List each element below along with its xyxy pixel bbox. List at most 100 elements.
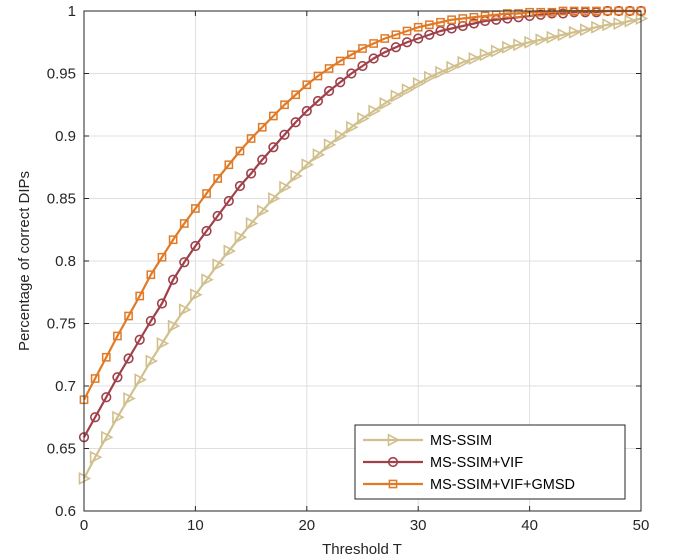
data-point (179, 219, 189, 228)
data-point (167, 319, 181, 333)
data-point (235, 146, 245, 156)
data-point (435, 65, 448, 79)
data-point (335, 56, 345, 66)
data-point (223, 195, 234, 207)
data-point (424, 29, 435, 40)
data-point (301, 105, 312, 117)
data-point (146, 270, 156, 280)
data-point (369, 39, 378, 48)
data-point (380, 34, 390, 43)
data-point (268, 142, 279, 153)
data-point (335, 77, 346, 88)
legend-swatch-marker (387, 433, 401, 447)
data-point (401, 83, 415, 97)
data-point (89, 450, 103, 464)
data-point (513, 38, 526, 52)
data-point (246, 168, 257, 179)
data-point (468, 51, 482, 66)
data-point (257, 122, 267, 132)
data-point (100, 430, 114, 444)
data-point (469, 12, 479, 22)
data-point (323, 138, 337, 152)
data-point (90, 412, 101, 423)
legend-entry: MS-SSIM+VIF (363, 455, 523, 471)
data-point (269, 111, 278, 121)
legend-swatch-marker (388, 479, 398, 489)
data-point (379, 47, 390, 58)
data-point (514, 9, 523, 18)
data-point (358, 44, 367, 53)
x-tick-label: 10 (187, 517, 204, 534)
data-point (291, 90, 301, 100)
data-point (458, 14, 468, 23)
data-point (112, 410, 125, 424)
data-point (446, 23, 457, 34)
data-point (302, 80, 312, 90)
y-tick-label: 0.95 (47, 66, 76, 83)
data-point (347, 50, 356, 60)
data-point (379, 96, 393, 111)
data-point (413, 33, 424, 44)
data-point (391, 30, 401, 40)
data-point (536, 7, 546, 17)
y-tick-label: 0.65 (47, 441, 76, 458)
legend: MS-SSIM MS-SSIM+VIF MS-SSIM+VIF+GMSD (354, 424, 626, 500)
data-point (313, 71, 323, 81)
data-point (256, 204, 270, 218)
data-point (135, 291, 145, 301)
tick-layer: 0 10 20 30 40 50 0.6 0.65 0.7 0.75 0.8 0.85 0.9 0.95 1 (47, 3, 650, 534)
data-point (156, 298, 168, 309)
data-point (457, 55, 470, 69)
data-point (223, 244, 237, 258)
data-point (547, 7, 557, 17)
legend-label: MS-SSIM+VIF+GMSD (430, 477, 575, 493)
data-point (401, 37, 413, 48)
x-tick-label: 20 (298, 517, 315, 534)
data-point (224, 160, 234, 170)
y-tick-label: 0.9 (55, 128, 76, 145)
x-axis-title: Threshold T (322, 541, 402, 558)
data-point (368, 53, 379, 64)
data-point (190, 240, 201, 252)
data-point (579, 23, 593, 37)
data-point (324, 64, 334, 73)
data-point (479, 48, 493, 62)
legend-label: MS-SSIM+VIF (430, 455, 523, 471)
data-point (101, 352, 111, 362)
data-point (201, 225, 212, 237)
series-1 (78, 11, 649, 486)
data-point (213, 174, 223, 183)
data-point (280, 100, 289, 110)
data-point (234, 230, 248, 244)
data-point (90, 374, 100, 383)
data-point (113, 331, 122, 341)
data-point (279, 180, 292, 194)
data-point (591, 20, 604, 34)
data-point (524, 35, 537, 49)
y-tick-label: 1 (68, 3, 76, 20)
data-point (156, 336, 170, 351)
x-tick-label: 50 (633, 517, 650, 534)
data-point (290, 169, 303, 183)
legend-entry: MS-SSIM+VIF+GMSD (363, 477, 575, 493)
data-point (257, 154, 268, 165)
data-point (480, 11, 490, 21)
data-point (157, 252, 167, 262)
x-tick-label: 40 (521, 517, 538, 534)
data-point (212, 258, 225, 272)
data-point (346, 68, 357, 79)
data-point (301, 158, 315, 172)
data-point (123, 353, 134, 364)
data-point (490, 44, 504, 58)
data-point (123, 391, 136, 406)
data-point (436, 17, 445, 27)
data-point (424, 20, 434, 30)
data-point (245, 216, 259, 231)
data-point (535, 33, 548, 47)
data-point (145, 354, 159, 368)
data-point (357, 60, 368, 72)
legend-entry: MS-SSIM (363, 433, 492, 449)
x-tick-label: 30 (410, 517, 427, 534)
data-point (447, 15, 456, 25)
y-axis-title: Percentage of correct DIPs (16, 171, 33, 351)
